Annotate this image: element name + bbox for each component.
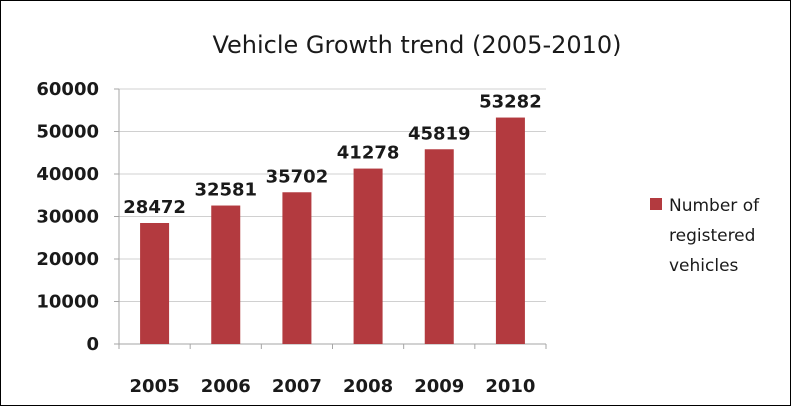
y-tick-label: 0 <box>86 334 99 355</box>
y-tick-label: 30000 <box>36 207 99 228</box>
y-tick-labels: 0 10000 20000 30000 40000 50000 60000 <box>36 79 99 355</box>
x-tick-label-2005: 2005 <box>130 376 180 397</box>
x-tick-label-2006: 2006 <box>201 376 251 397</box>
x-tick-label-2008: 2008 <box>343 376 393 397</box>
x-tick-label-2010: 2010 <box>485 376 535 397</box>
data-label-2007: 35702 <box>266 166 329 187</box>
legend-label-line-1: Number of <box>669 196 760 216</box>
y-tick-label: 20000 <box>36 249 99 270</box>
legend-label-line-2: registered <box>669 226 755 246</box>
data-label-2009: 45819 <box>408 123 471 144</box>
bar-2005 <box>140 222 170 344</box>
bars <box>140 117 525 344</box>
bar-2010 <box>495 117 525 344</box>
y-tick-label: 10000 <box>36 292 99 313</box>
axes <box>114 88 547 349</box>
y-tick-label: 60000 <box>36 79 99 100</box>
bar-2009 <box>424 149 454 344</box>
x-tick-labels: 2005 2006 2007 2008 2009 2010 <box>130 376 536 397</box>
legend: Number of registered vehicles <box>650 196 760 276</box>
gridlines <box>119 88 546 302</box>
data-label-2005: 28472 <box>123 197 186 218</box>
legend-label-line-3: vehicles <box>669 256 739 276</box>
x-tick-label-2007: 2007 <box>272 376 322 397</box>
chart-title: Vehicle Growth trend (2005-2010) <box>212 31 621 59</box>
y-tick-label: 50000 <box>36 122 99 143</box>
data-label-2008: 41278 <box>337 143 400 164</box>
bar-2007 <box>282 192 312 344</box>
data-labels: 28472 32581 35702 41278 45819 53282 <box>123 92 541 218</box>
x-tick-label-2009: 2009 <box>414 376 464 397</box>
data-label-2006: 32581 <box>194 180 257 201</box>
bar-2008 <box>353 168 383 344</box>
data-label-2010: 53282 <box>479 92 542 113</box>
y-tick-label: 40000 <box>36 164 99 185</box>
bar-2006 <box>211 205 241 344</box>
legend-swatch <box>650 198 662 210</box>
